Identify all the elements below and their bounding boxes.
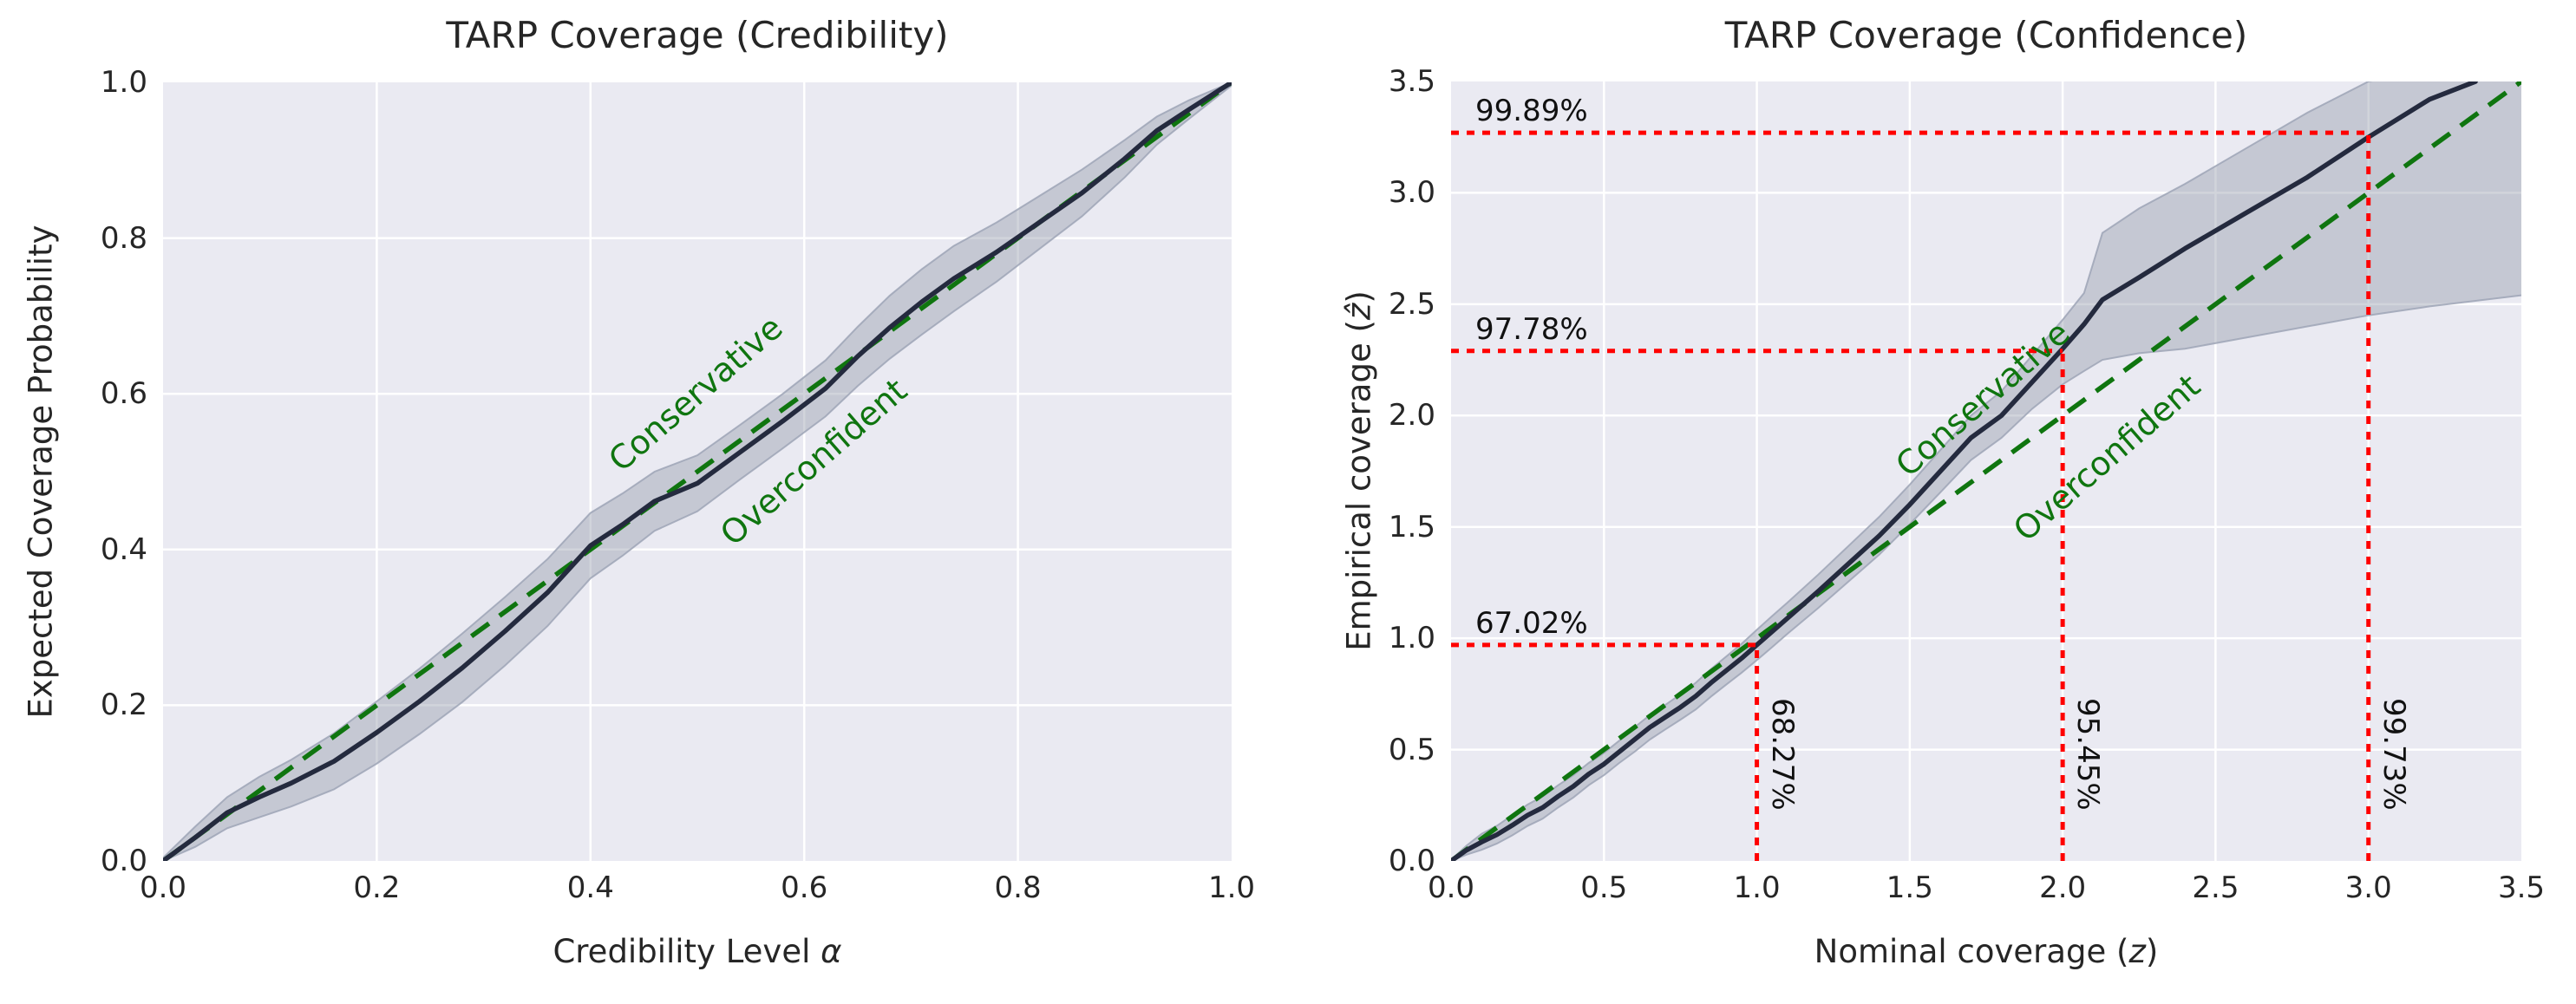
credibility-canvas	[163, 82, 1232, 861]
x-tick-label: 0.8	[994, 870, 1042, 905]
x-tick-label: 0.6	[781, 870, 828, 905]
plot-area-confidence: 67.02% 68.27% 97.78% 95.45% 99.89% 99.73% Cons…	[1389, 67, 2545, 903]
x-tick-label: 0.5	[1580, 870, 1628, 905]
y-tick-label: 2.0	[1388, 398, 1435, 434]
y-tick-label: 2.5	[1388, 286, 1435, 322]
y-axis-label-text: Expected Coverage Probability	[22, 225, 60, 719]
chart-title-credibility: TARP Coverage (Credibility)	[446, 14, 949, 56]
uncertainty-band-lower-edge	[1451, 294, 2521, 861]
chart-title-confidence: TARP Coverage (Confidence)	[1724, 14, 2248, 56]
x-tick-label: 0.4	[566, 870, 614, 905]
x-tick-label: 1.5	[1886, 870, 1933, 905]
y-tick-label: 0.0	[1388, 844, 1435, 878]
y-tick-label: 0.8	[100, 220, 147, 256]
y-tick-label: 0.4	[100, 531, 147, 567]
uncertainty-band-upper-edge	[163, 82, 1232, 859]
y-tick-label: 0.0	[100, 844, 147, 878]
x-axis-label-close: )	[2145, 933, 2159, 970]
y-axis-label-confidence: Empirical coverage (ẑ)	[1341, 290, 1378, 651]
uncertainty-band-lower-edge	[163, 84, 1232, 861]
empirical-coverage-label: 67.02%	[1475, 605, 1588, 641]
x-tick-label: 2.0	[2039, 870, 2087, 905]
y-tick-label: 3.0	[1388, 175, 1435, 211]
empirical-coverage-label: 99.89%	[1475, 94, 1588, 129]
coverage-line	[163, 82, 1232, 861]
y-tick-label: 3.5	[1388, 64, 1435, 99]
ideal-diagonal-line	[163, 82, 1232, 861]
nominal-coverage-label: 68.27%	[1764, 698, 1800, 811]
y-tick-label: 0.6	[100, 376, 147, 412]
x-tick-label: 0.0	[139, 870, 187, 905]
y-axis-label-math: ẑ	[1340, 303, 1378, 321]
y-axis-label-credibility: Expected Coverage Probability	[23, 225, 60, 718]
nominal-coverage-label: 99.73%	[2376, 698, 2411, 811]
plot-area-credibility: Conservative Overconfident 0.0 0.2 0.4 0.6 0.8…	[101, 68, 1255, 903]
y-tick-label: 1.0	[1388, 621, 1435, 656]
y-tick-label: 0.5	[1388, 732, 1435, 767]
x-tick-label: 0.0	[1427, 870, 1475, 905]
nominal-coverage-label: 95.45%	[2070, 698, 2106, 811]
y-axis-label-text: Empirical coverage (	[1340, 320, 1378, 651]
x-tick-label: 3.0	[2344, 870, 2392, 905]
y-tick-label: 0.2	[100, 688, 147, 723]
y-axis-label-close: )	[1340, 290, 1378, 303]
ideal-diagonal-line	[1451, 81, 2521, 861]
coverage-line	[1451, 81, 2478, 861]
empirical-coverage-label: 97.78%	[1475, 311, 1588, 347]
x-axis-label-math: α	[821, 933, 842, 970]
x-tick-label: 2.5	[2192, 870, 2239, 905]
x-tick-label: 1.0	[1733, 870, 1781, 905]
confidence-canvas	[1451, 81, 2521, 861]
x-tick-label: 1.0	[1207, 870, 1256, 905]
x-axis-label-math: z	[2128, 933, 2146, 970]
y-tick-label: 1.5	[1388, 509, 1435, 544]
x-tick-label: 0.2	[353, 870, 401, 905]
x-tick-label: 3.5	[2497, 870, 2546, 905]
y-tick-label: 1.0	[100, 65, 147, 100]
x-axis-label-text: Credibility Level	[552, 933, 821, 970]
x-axis-label-text: Nominal coverage (	[1814, 933, 2129, 970]
x-axis-label-confidence: Nominal coverage (z)	[1451, 933, 2521, 970]
x-axis-label-credibility: Credibility Level α	[163, 933, 1232, 970]
